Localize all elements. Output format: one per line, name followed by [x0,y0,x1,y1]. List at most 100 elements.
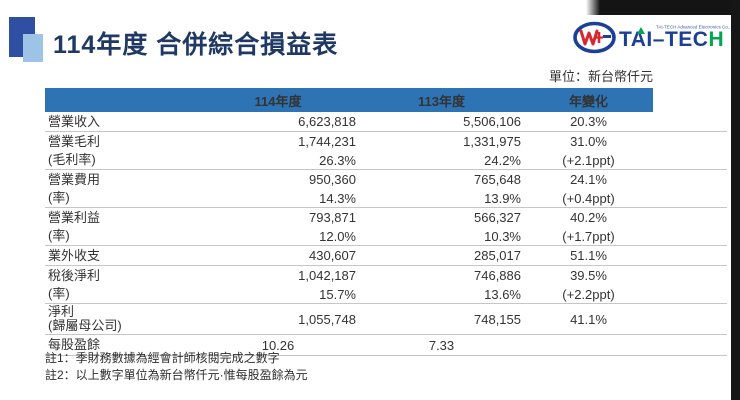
value-113: 746,886 [474,268,521,283]
value-change: 20.3% [570,114,607,129]
header-col-113: 113年度 [418,93,465,109]
row-label: (率) [48,190,70,205]
logo-wordmark-blue: TAI–TEC [619,28,709,51]
photo-dark-edge-right [731,0,740,400]
row-label: 營業毛利 [48,133,101,149]
value-change [524,335,653,355]
value-113: 7.33 [428,337,455,353]
value-113: 765,648 [474,172,521,187]
photo-dark-edge-top [586,0,740,15]
row-filler [653,208,727,227]
table-row: 營業利益 793,871 566,327 40.2% [45,208,727,227]
header-col-114: 114年度 [254,93,302,109]
header-col-label [45,88,197,112]
header-col-change: 年變化 [568,93,608,109]
value-change: 31.0% [570,134,607,149]
value-change: (+0.4ppt) [562,190,615,206]
footnote-2: 註2：以上數字單位為新台幣仟元·惟每股盈餘為元 [45,368,308,382]
value-113: 1,331,975 [463,134,521,149]
row-filler [653,304,727,334]
unit-note: 單位：新台幣仟元 [548,69,653,84]
value-113: 748,155 [474,311,521,327]
value-change: (+2.2ppt) [562,286,615,302]
page-title: 114年度 合併綜合損益表 [53,31,339,59]
value-change: 40.2% [570,210,607,225]
row-label: 營業利益 [48,209,101,225]
row-filler [653,170,727,189]
company-logo: TAI-TECH Advanced Electronics Co., Ltd. … [572,19,739,57]
logo-wordmark: TAI–TECH [619,28,724,52]
value-114: 1,055,748 [298,311,356,327]
value-114: 14.3% [319,190,356,206]
row-filler [653,246,727,265]
value-114: 12.0% [319,228,356,244]
table-row-group: 業外收支 430,607 285,017 51.1% [45,246,727,266]
value-change: (+1.7ppt) [562,228,615,244]
value-113: 24.2% [484,152,521,168]
row-label: 每股盈餘 [48,337,101,352]
row-label: 淨利 (歸屬母公司) [48,304,122,333]
value-change: 39.5% [570,268,607,283]
value-114: 26.3% [319,152,356,168]
row-filler [653,285,727,303]
table-row: 每股盈餘 10.26 7.33 [45,335,727,355]
row-label: 業外收支 [48,247,101,263]
value-114: 10.26 [261,337,295,353]
row-filler [653,335,727,355]
value-114: 793,871 [309,210,356,225]
table-row: 淨利 (歸屬母公司) 1,055,748 748,155 41.1% [45,304,727,334]
value-113: 10.3% [484,228,521,244]
value-113: 285,017 [474,248,521,263]
table-row-group: 營業利益 793,871 566,327 40.2% (率) 12.0% 10.3% (+1.… [45,208,727,246]
value-change: 24.1% [570,172,607,187]
table-row: (率) 12.0% 10.3% (+1.7ppt) [45,227,727,245]
row-label: (率) [48,228,70,243]
value-114: 15.7% [319,286,356,302]
table-row: (毛利率) 26.3% 24.2% (+2.1ppt) [45,151,727,169]
row-label: 營業收入 [48,113,101,129]
table-body: 營業收入 6,623,818 5,506,106 20.3% 營業毛利 1,744,231… [45,112,727,356]
table-row-group: 營業費用 950,360 765,648 24.1% (率) 14.3% 13.9% (+0.… [45,170,727,208]
logo-wordmark-green: H [708,28,725,51]
value-114: 950,360 [309,172,356,187]
footnote-1: 註1：季財務數據為經會計師核閱完成之數字 [45,351,280,365]
value-change: (+2.1ppt) [562,152,615,168]
table-row-group: 營業毛利 1,744,231 1,331,975 31.0% (毛利率) 26.3% 24.… [45,132,727,170]
value-change: 41.1% [570,311,607,327]
row-filler [653,266,727,285]
taitech-logo-icon [573,21,616,54]
table-row: (率) 14.3% 13.9% (+0.4ppt) [45,189,727,207]
value-114: 6,623,818 [298,114,356,129]
row-filler [653,132,727,151]
value-113: 5,506,106 [463,114,521,129]
title-decor-light-square [23,34,43,62]
table-row: 營業費用 950,360 765,648 24.1% [45,170,727,189]
table-row-group: 營業收入 6,623,818 5,506,106 20.3% [45,112,727,132]
value-113: 13.6% [484,286,521,302]
value-change: 51.1% [570,248,607,263]
row-label: 稅後淨利 [48,267,101,283]
row-filler [653,189,727,207]
row-label: 營業費用 [48,171,101,187]
value-114: 1,042,187 [298,268,356,283]
row-label: (毛利率) [48,152,96,167]
table-row-group: 每股盈餘 10.26 7.33 [45,335,727,356]
table-row: 稅後淨利 1,042,187 746,886 39.5% [45,266,727,285]
value-113: 13.9% [484,190,521,206]
row-filler [653,112,727,131]
table-row: (率) 15.7% 13.6% (+2.2ppt) [45,285,727,303]
table-row-group: 稅後淨利 1,042,187 746,886 39.5% (率) 15.7% 13.6% (+… [45,266,727,304]
table-row: 營業毛利 1,744,231 1,331,975 31.0% [45,132,727,151]
row-filler [653,151,727,169]
footnotes: 註1：季財務數據為經會計師核閱完成之數字 註2：以上數字單位為新台幣仟元·惟每股… [45,350,308,384]
value-113: 566,327 [474,210,521,225]
row-label: (率) [48,286,70,301]
table-header: 114年度 113年度 年變化 [45,88,653,112]
table-row: 業外收支 430,607 285,017 51.1% [45,246,727,265]
value-114: 430,607 [309,248,356,263]
table-row: 營業收入 6,623,818 5,506,106 20.3% [45,112,727,131]
logo-a-green-cap-icon [637,27,645,34]
table-row-group: 淨利 (歸屬母公司) 1,055,748 748,155 41.1% [45,304,727,335]
row-filler [653,227,727,245]
